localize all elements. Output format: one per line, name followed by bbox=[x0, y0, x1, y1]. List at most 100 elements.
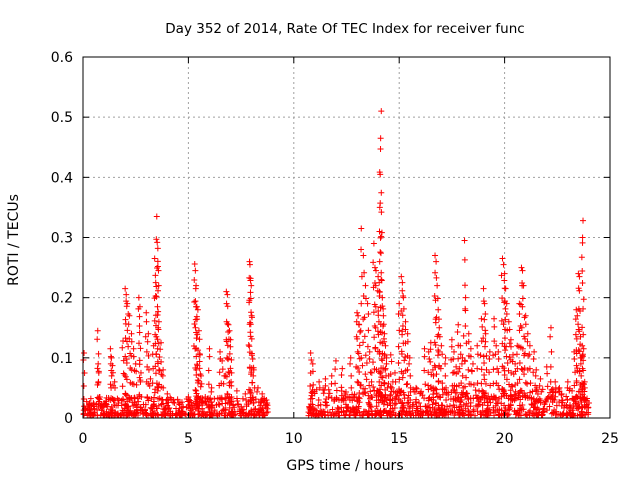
data-point bbox=[448, 407, 455, 414]
data-point bbox=[136, 374, 143, 381]
data-point bbox=[501, 372, 508, 379]
data-point bbox=[389, 411, 396, 418]
data-point bbox=[223, 288, 230, 295]
data-point bbox=[355, 403, 362, 410]
data-point bbox=[525, 409, 532, 416]
data-point bbox=[136, 323, 143, 330]
data-point bbox=[387, 371, 394, 378]
data-point bbox=[163, 396, 170, 403]
data-point bbox=[133, 406, 140, 413]
data-point bbox=[576, 273, 583, 280]
data-point bbox=[417, 408, 424, 415]
data-point bbox=[416, 399, 423, 406]
data-point bbox=[552, 411, 559, 418]
data-point bbox=[435, 316, 442, 323]
data-point bbox=[188, 401, 195, 408]
data-point bbox=[476, 388, 483, 395]
data-point bbox=[381, 407, 388, 414]
data-point bbox=[122, 285, 129, 292]
data-point bbox=[126, 394, 133, 401]
data-point bbox=[451, 412, 458, 419]
data-point bbox=[491, 315, 498, 322]
data-point bbox=[433, 371, 440, 378]
data-point bbox=[481, 316, 488, 323]
data-point bbox=[573, 362, 580, 369]
data-point bbox=[495, 356, 502, 363]
data-point bbox=[579, 280, 586, 287]
data-point bbox=[195, 327, 202, 334]
data-point bbox=[224, 391, 231, 398]
data-point bbox=[145, 330, 152, 337]
data-point bbox=[574, 312, 581, 319]
data-point bbox=[118, 402, 125, 409]
data-point bbox=[154, 405, 161, 412]
data-point bbox=[378, 391, 385, 398]
data-point bbox=[95, 369, 102, 376]
data-point bbox=[193, 400, 200, 407]
data-point bbox=[370, 384, 377, 391]
data-point bbox=[370, 359, 377, 366]
data-point bbox=[263, 399, 270, 406]
data-point bbox=[537, 375, 544, 382]
data-point bbox=[509, 396, 516, 403]
data-point bbox=[585, 409, 592, 416]
data-point bbox=[332, 366, 339, 373]
data-point bbox=[547, 389, 554, 396]
data-point bbox=[558, 402, 565, 409]
data-point bbox=[404, 380, 411, 387]
data-point bbox=[264, 408, 271, 415]
x-tick-label: 15 bbox=[390, 431, 408, 447]
data-point bbox=[372, 282, 379, 289]
data-point bbox=[338, 384, 345, 391]
data-point bbox=[567, 404, 574, 411]
data-point bbox=[166, 404, 173, 411]
data-point bbox=[576, 328, 583, 335]
data-point bbox=[379, 294, 386, 301]
data-point bbox=[580, 367, 587, 374]
data-point bbox=[355, 350, 362, 357]
data-point bbox=[477, 411, 484, 418]
data-point bbox=[469, 360, 476, 367]
data-point bbox=[512, 360, 519, 367]
data-point bbox=[324, 402, 331, 409]
axis-ticks bbox=[82, 56, 611, 419]
data-point bbox=[524, 338, 531, 345]
data-point bbox=[155, 308, 162, 315]
data-point bbox=[481, 394, 488, 401]
data-point bbox=[346, 412, 353, 419]
data-point bbox=[315, 402, 322, 409]
data-point bbox=[363, 359, 370, 366]
data-point bbox=[507, 336, 514, 343]
data-point bbox=[574, 405, 581, 412]
data-point bbox=[570, 403, 577, 410]
data-point bbox=[225, 321, 232, 328]
data-point bbox=[194, 379, 201, 386]
data-point bbox=[358, 273, 365, 280]
data-point bbox=[356, 329, 363, 336]
data-point bbox=[503, 376, 510, 383]
data-point bbox=[432, 269, 439, 276]
data-point bbox=[247, 389, 254, 396]
data-point bbox=[536, 395, 543, 402]
data-point bbox=[194, 306, 201, 313]
data-point bbox=[370, 240, 377, 247]
data-point bbox=[521, 333, 528, 340]
data-point bbox=[484, 408, 491, 415]
data-point bbox=[579, 268, 586, 275]
data-point bbox=[186, 411, 193, 418]
data-point bbox=[322, 375, 329, 382]
data-point bbox=[218, 410, 225, 417]
data-point bbox=[420, 409, 427, 416]
data-point bbox=[370, 259, 377, 266]
data-point bbox=[481, 300, 488, 307]
data-point bbox=[580, 331, 587, 338]
data-point bbox=[460, 332, 467, 339]
data-point bbox=[111, 401, 118, 408]
data-point bbox=[317, 401, 324, 408]
data-point bbox=[522, 312, 529, 319]
data-point bbox=[376, 388, 383, 395]
data-point bbox=[579, 342, 586, 349]
data-point bbox=[191, 320, 198, 327]
data-point bbox=[358, 225, 365, 232]
data-point bbox=[233, 387, 240, 394]
